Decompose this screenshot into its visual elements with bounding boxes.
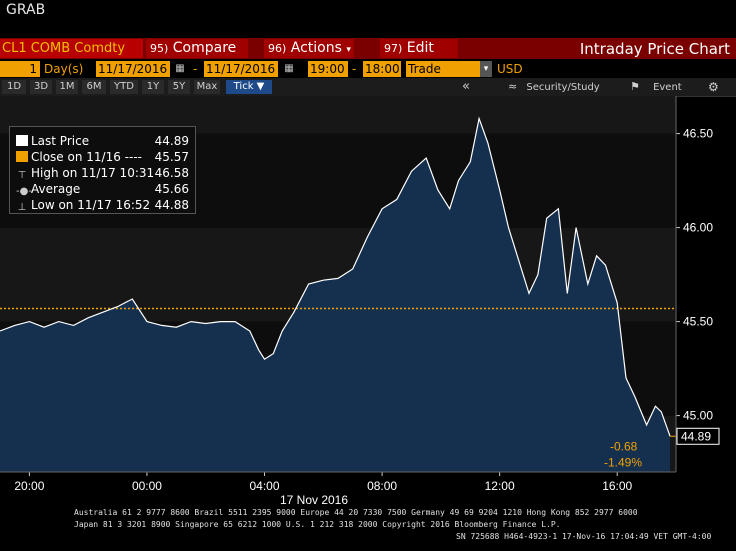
actions-button[interactable]: 96) Actions ▾ [264, 39, 354, 58]
edit-button[interactable]: 97) Edit ▾ [380, 39, 458, 74]
ticker-input[interactable]: CL1 COMB Comdty [0, 39, 143, 58]
close-swatch [16, 151, 28, 162]
last-price-swatch [16, 135, 28, 146]
legend-average: -●-Average [16, 182, 80, 197]
footer-contacts-line1: Australia 61 2 9777 8600 Brazil 5511 239… [74, 508, 638, 517]
period-unit-label: Day(s) [44, 62, 84, 76]
legend-last-price-label: Last Price [31, 134, 90, 148]
field-select[interactable]: Trade [406, 61, 480, 77]
range-1d-button[interactable]: 1D [2, 80, 26, 94]
legend-close-value: 45.57 [154, 150, 189, 164]
chart-title: Intraday Price Chart [579, 40, 730, 58]
change-label: -0.68 [610, 439, 638, 453]
range-3d-button[interactable]: 3D [30, 80, 52, 94]
x-axis: 20:00 00:00 04:00 08:00 12:00 16:00 [0, 471, 676, 493]
range-1y-button[interactable]: 1Y [142, 80, 164, 94]
range-5y-button[interactable]: 5Y [168, 80, 190, 94]
legend-low-label: Low on 11/17 16:52 [31, 198, 151, 212]
average-marker-icon: -●- [16, 186, 32, 197]
field-dropdown-icon[interactable]: ▾ [480, 61, 492, 77]
flag-icon: ⚑ [630, 80, 640, 93]
compare-label: Compare [172, 40, 237, 56]
legend-high-value: 46.58 [154, 166, 189, 180]
security-study-button[interactable]: ≈ Security/Study [508, 80, 600, 94]
time-separator: - [352, 62, 357, 76]
end-date-input[interactable]: 11/17/2016 [204, 61, 278, 77]
price-chart[interactable]: 45.00 45.50 46.00 46.50 20:00 00:00 04:00 08:0… [0, 96, 736, 512]
y-tick-label: 45.50 [683, 315, 713, 329]
high-marker-icon: ⊤ [17, 170, 27, 181]
x-tick-label: 12:00 [485, 479, 515, 493]
range-max-button[interactable]: Max [194, 80, 220, 94]
legend-last-price-value: 44.89 [154, 134, 189, 148]
legend-high: ⊤ High on 11/17 10:31 [16, 166, 155, 181]
collapse-icon[interactable]: « [462, 79, 470, 94]
period-value-input[interactable]: 1 [0, 61, 40, 77]
currency-label: USD [497, 62, 523, 76]
y-tick-label: 46.00 [683, 221, 713, 235]
start-calendar-icon[interactable]: ▦ [175, 63, 185, 74]
start-date-input[interactable]: 11/17/2016 [96, 61, 170, 77]
window-title: GRAB [6, 2, 46, 18]
y-tick-label: 45.00 [683, 409, 713, 423]
legend-last-price: Last Price [16, 134, 89, 149]
range-tick-button[interactable]: Tick ▼ [226, 80, 272, 94]
event-button[interactable]: ⚑ Event [630, 80, 682, 94]
y-tick-label: 46.50 [683, 127, 713, 141]
last-price-box [676, 427, 720, 445]
start-time-input[interactable]: 19:00 [308, 61, 348, 77]
low-marker-icon: ⊥ [17, 202, 27, 213]
legend-average-value: 45.66 [154, 182, 189, 196]
event-label: Event [653, 82, 682, 93]
compare-button[interactable]: 95) Compare [146, 39, 248, 58]
last-price-tag: 44.89 [681, 429, 711, 443]
edit-number: 97) [384, 42, 403, 55]
range-6m-button[interactable]: 6M [82, 80, 106, 94]
price-line [0, 116, 671, 437]
legend-close-label: Close on 11/16 ---- [31, 150, 142, 164]
gear-icon[interactable]: ⚙ [708, 80, 719, 94]
footer-serial: SN 725688 H464-4923-1 17-Nov-16 17:04:49… [456, 532, 712, 541]
end-time-input[interactable]: 18:00 [363, 61, 401, 77]
legend-low-value: 44.88 [154, 198, 189, 212]
chart-legend[interactable]: Last Price 44.89 Close on 11/16 ---- 45.… [9, 126, 196, 214]
actions-label: Actions [290, 40, 342, 56]
date-axis-label: 17 Nov 2016 [280, 493, 348, 507]
x-tick-label: 00:00 [132, 479, 162, 493]
x-tick-label: 08:00 [367, 479, 397, 493]
compare-number: 95) [150, 42, 169, 55]
security-study-label: Security/Study [526, 82, 600, 93]
date-separator: - [193, 62, 198, 76]
legend-low: ⊥ Low on 11/17 16:52 [16, 198, 151, 213]
legend-average-label: Average [31, 182, 81, 196]
end-calendar-icon[interactable]: ▦ [284, 63, 294, 74]
study-icon: ≈ [508, 80, 518, 93]
edit-label: Edit [406, 40, 434, 56]
actions-dropdown-icon: ▾ [346, 45, 351, 55]
range-ytd-button[interactable]: YTD [110, 80, 138, 94]
change-pct-label: -1.49% [604, 455, 642, 469]
legend-high-label: High on 11/17 10:31 [31, 166, 155, 180]
x-tick-label: 16:00 [602, 479, 632, 493]
x-tick-label: 04:00 [250, 479, 280, 493]
legend-close: Close on 11/16 ---- [16, 150, 142, 165]
price-area [0, 118, 671, 472]
footer-contacts-line2: Japan 81 3 3201 8900 Singapore 65 6212 1… [74, 520, 561, 529]
actions-number: 96) [268, 42, 287, 55]
range-1m-button[interactable]: 1M [56, 80, 78, 94]
x-tick-label: 20:00 [14, 479, 44, 493]
y-axis: 45.00 45.50 46.00 46.50 [675, 96, 713, 472]
